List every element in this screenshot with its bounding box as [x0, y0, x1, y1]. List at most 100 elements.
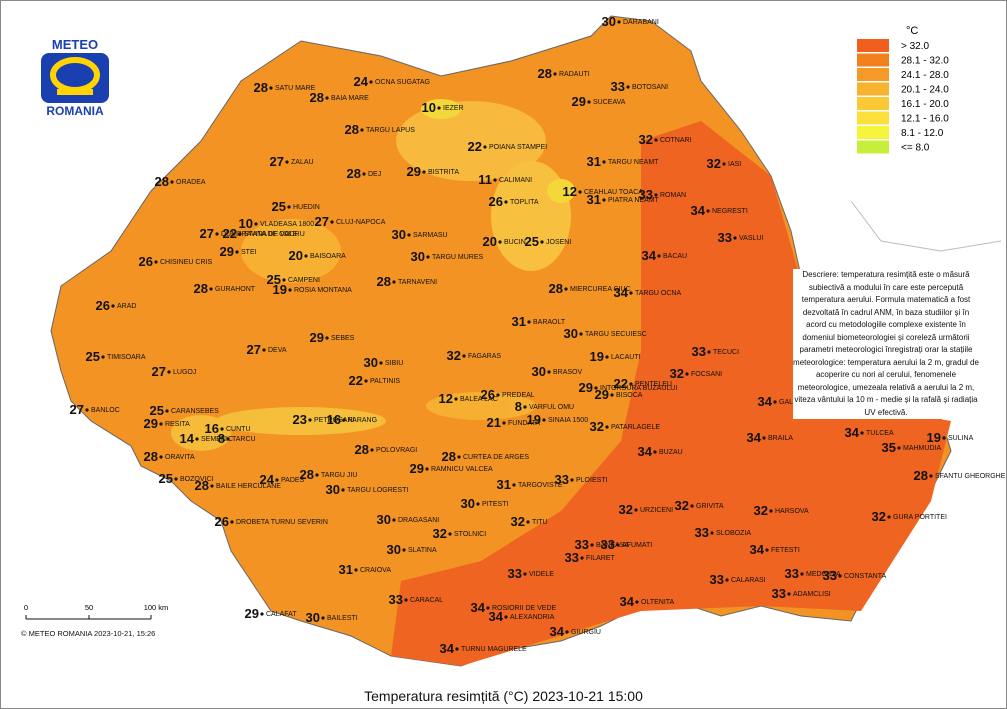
station-dot: [578, 190, 582, 194]
legend-swatch: [857, 68, 889, 81]
station-name: PREDEAL: [502, 392, 535, 399]
logo-text: METEO: [52, 37, 98, 52]
station-value: 32: [675, 498, 689, 513]
station-value: 25: [272, 199, 286, 214]
station-value: 32: [590, 419, 604, 434]
station-value: 30: [392, 227, 406, 242]
station-dot: [605, 355, 609, 359]
station-name: MAHMUDIA: [903, 445, 941, 452]
station-dot: [773, 400, 777, 404]
station-name: NEGRESTI: [712, 208, 748, 215]
station-dot: [654, 138, 658, 142]
station-value: 34: [747, 430, 762, 445]
station-value: 28: [347, 166, 361, 181]
station-value: 34: [642, 248, 657, 263]
station-name: PARANG: [348, 417, 377, 424]
station-dot: [426, 255, 430, 259]
station-name: AFUMATI: [622, 542, 652, 549]
station-value: 32: [433, 526, 447, 541]
station-value: 29: [220, 244, 234, 259]
station-name: ROSIA MONTANA: [294, 287, 352, 294]
legend: °C > 32.0 28.1 - 32.0 24.1 - 28.0 20.1 - 24…: [857, 25, 949, 154]
station-dot: [553, 72, 557, 76]
station-dot: [287, 205, 291, 209]
station-dot: [282, 278, 286, 282]
station-dot: [392, 518, 396, 522]
station-value: 32: [619, 502, 633, 517]
station-dot: [101, 355, 105, 359]
station-name: CARACAL: [410, 597, 443, 604]
station-value: 19: [927, 430, 941, 445]
station-dot: [496, 393, 500, 397]
station-value: 33: [823, 568, 837, 583]
station-name: SEMENIC: [201, 436, 233, 443]
station-name: VLADEASA 1800: [260, 221, 314, 228]
legend-label: <= 8.0: [901, 143, 930, 154]
station-dot: [437, 106, 441, 110]
station-value: 30: [306, 610, 320, 625]
station-dot: [364, 379, 368, 383]
station-value: 29: [579, 380, 593, 395]
station-value: 31: [339, 562, 353, 577]
station-dot: [706, 209, 710, 213]
station-value: 14: [180, 431, 195, 446]
station-name: PENTELEU: [635, 381, 672, 388]
description: Descriere: temperatura resimțită este o …: [793, 269, 979, 419]
station-value: 26: [139, 254, 153, 269]
station-name: ROMAN: [660, 192, 686, 199]
station-dot: [657, 254, 661, 258]
station-value: 33: [555, 472, 569, 487]
station-name: CHISINEU CRIS: [160, 259, 212, 266]
station-value: 21: [487, 415, 501, 430]
station-name: PIATRA NEAMT: [608, 197, 660, 204]
station-dot: [321, 616, 325, 620]
station-dot: [634, 508, 638, 512]
station-name: HARSOVA: [775, 508, 809, 515]
station-dot: [174, 477, 178, 481]
station-name: TARGU LOGRESTI: [347, 487, 408, 494]
station-name: TARNAVENI: [398, 279, 437, 286]
scale-label: 0: [24, 603, 28, 612]
station-value: 31: [512, 314, 526, 329]
station-value: 30: [602, 14, 616, 29]
station-dot: [685, 372, 689, 376]
station-name: GIURGIU: [571, 629, 601, 636]
station-name: CLUJ-NAPOCA: [336, 219, 386, 226]
station-dot: [769, 509, 773, 513]
station-value: 32: [447, 348, 461, 363]
station-name: STEI: [241, 249, 257, 256]
station-value: 26: [96, 298, 110, 313]
station-dot: [476, 502, 480, 506]
station-dot: [262, 348, 266, 352]
station-name: DEVA: [268, 347, 287, 354]
station-value: 24: [354, 74, 369, 89]
station-dot: [602, 160, 606, 164]
station-dot: [220, 427, 224, 431]
station-dot: [722, 162, 726, 166]
station-dot: [762, 436, 766, 440]
station-dot: [502, 421, 506, 425]
station-name: LACAUTI: [611, 354, 641, 361]
station-dot: [498, 240, 502, 244]
station-value: 33: [575, 537, 589, 552]
station-dot: [167, 370, 171, 374]
station-value: 10: [422, 100, 436, 115]
station-dot: [629, 382, 633, 386]
station-dot: [897, 446, 901, 450]
station-value: 33: [639, 187, 653, 202]
station-value: 28: [345, 122, 359, 137]
station-name: DARABANI: [623, 19, 659, 26]
station-dot: [526, 520, 530, 524]
station-dot: [354, 568, 358, 572]
station-name: BAILE HERCULANE: [216, 483, 281, 490]
station-name: ZALAU: [291, 159, 314, 166]
station-dot: [159, 455, 163, 459]
station-dot: [370, 448, 374, 452]
station-value: 29: [407, 164, 421, 179]
station-name: ORAVITA: [165, 454, 195, 461]
station-dot: [579, 332, 583, 336]
station-value: 22: [349, 373, 363, 388]
station-dot: [590, 543, 594, 547]
station-name: ARAD: [117, 303, 136, 310]
station-value: 34: [750, 542, 765, 557]
